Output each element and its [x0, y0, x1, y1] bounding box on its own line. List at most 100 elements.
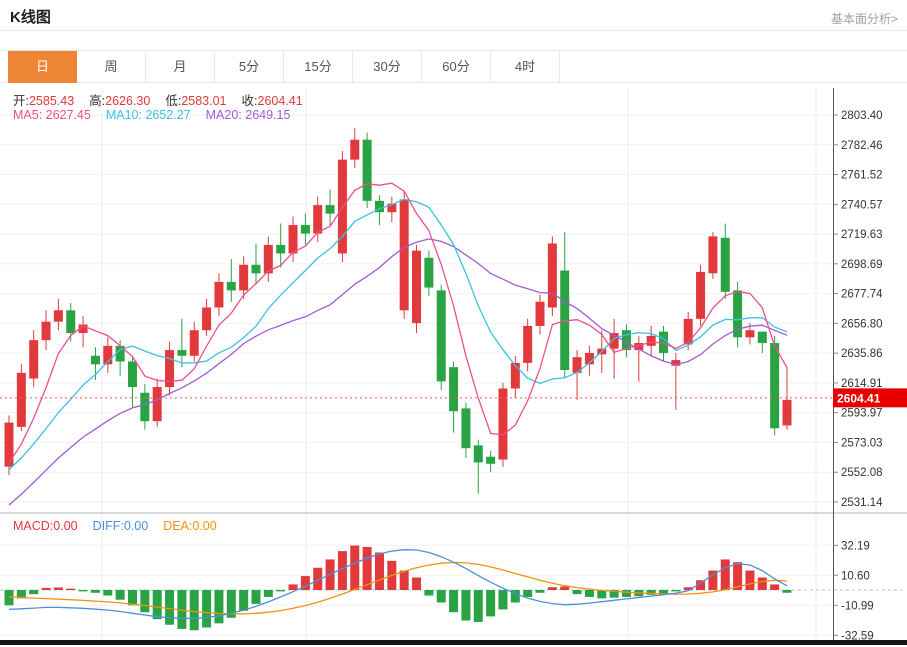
diff-line [8, 549, 788, 619]
candle-body [621, 330, 631, 351]
page-title: K线图 [10, 9, 51, 26]
candle-body [770, 342, 780, 429]
macd-bar [16, 590, 26, 599]
macd-bar [683, 587, 693, 590]
tab-60min[interactable]: 60分 [422, 51, 491, 83]
tab-day[interactable]: 日 [8, 51, 77, 83]
macd-bar [337, 551, 347, 590]
macd-bar [140, 590, 150, 613]
tab-week[interactable]: 周 [77, 51, 146, 83]
macd-bar [90, 590, 100, 593]
dea-line [8, 561, 788, 615]
candle-body [41, 321, 51, 341]
candle-body [436, 290, 446, 382]
macd-bar [152, 590, 162, 620]
candle-body [782, 399, 792, 426]
axis-tick-label: 2552.08 [841, 467, 883, 479]
candle-body [4, 422, 14, 467]
candle-body [226, 281, 236, 291]
candle-body [486, 456, 496, 464]
macd-bar [436, 590, 446, 603]
macd-bar [720, 559, 730, 590]
axis-tick-label: -10.99 [841, 600, 874, 612]
macd-bar [78, 590, 88, 592]
candle-body [609, 333, 619, 349]
candle-body [251, 264, 261, 274]
candle-body [313, 205, 323, 234]
macd-bar [597, 590, 607, 599]
macd-bar [412, 577, 422, 590]
tab-15min[interactable]: 15分 [284, 51, 353, 83]
candle-body [263, 244, 273, 274]
candle-body [461, 408, 471, 449]
axis-tick-label: 2635.86 [841, 348, 883, 360]
macd-bar [226, 590, 236, 618]
candle-body [720, 237, 730, 292]
axis-tick-label: 2573.03 [841, 437, 883, 449]
axis-tick-label: 10.60 [841, 570, 870, 582]
macd-bar [189, 590, 199, 631]
candle-body [165, 350, 175, 388]
candle-body [239, 264, 249, 291]
axis-tick-label: 2761.52 [841, 170, 883, 182]
macd-bar [535, 590, 545, 593]
candle-body [276, 244, 286, 254]
macd-bar [486, 590, 496, 617]
candle-body [350, 139, 360, 160]
header-divider [0, 30, 907, 31]
candle-body [659, 331, 669, 353]
candle-body [90, 355, 100, 365]
axis-tick-label: 2593.97 [841, 408, 883, 420]
axis-tick-label: 2803.40 [841, 110, 883, 122]
macd-bar [127, 590, 137, 606]
candle-body [152, 387, 162, 422]
macd-bar [646, 590, 656, 595]
macd-bar [733, 562, 743, 590]
candle-body [399, 199, 409, 311]
macd-bar [498, 590, 508, 610]
axis-tick-label: 2614.91 [841, 378, 883, 390]
ma10-line [8, 198, 788, 471]
kline-chart-canvas[interactable]: 2803.40 2782.46 2761.52 2740.57 2719.63 2698.… [0, 84, 907, 647]
macd-bar [251, 590, 261, 604]
candle-body [572, 357, 582, 373]
tab-30min[interactable]: 30分 [353, 51, 422, 83]
macd-bar [399, 570, 409, 590]
macd-bar [745, 570, 755, 590]
macd-bar [708, 570, 718, 590]
macd-bar [202, 590, 212, 628]
chart-bottom-bar [0, 640, 907, 645]
macd-bar [276, 590, 286, 592]
macd-bar [165, 590, 175, 625]
tab-month[interactable]: 月 [146, 51, 215, 83]
candle-body [127, 361, 137, 388]
macd-bar [4, 590, 14, 606]
candle-body [745, 330, 755, 338]
ma5-line [8, 182, 788, 464]
macd-bar [288, 584, 298, 590]
macd-bar [362, 546, 372, 590]
macd-bar [350, 545, 360, 590]
macd-bar [696, 580, 706, 590]
candle-body [78, 324, 88, 334]
candle-body [498, 388, 508, 460]
candle-body [115, 345, 125, 362]
tab-5min[interactable]: 5分 [215, 51, 284, 83]
macd-bar [29, 590, 39, 595]
macd-bar [239, 590, 249, 611]
period-tabbar: 日周月 5分 15分 30分 60分 4时 [0, 50, 907, 83]
candle-body [103, 345, 113, 365]
macd-bar [510, 590, 520, 603]
ma20-line [8, 238, 788, 506]
tab-4hour[interactable]: 4时 [491, 51, 560, 83]
candle-body [708, 236, 718, 274]
candle-body [757, 331, 767, 343]
candle-body [696, 271, 706, 319]
macd-bar [609, 590, 619, 598]
candle-body [733, 290, 743, 338]
candle-body [523, 325, 533, 363]
candle-body [646, 335, 656, 346]
fundamental-analysis-link[interactable]: 基本面分析> [830, 12, 898, 26]
macd-bar [461, 590, 471, 621]
